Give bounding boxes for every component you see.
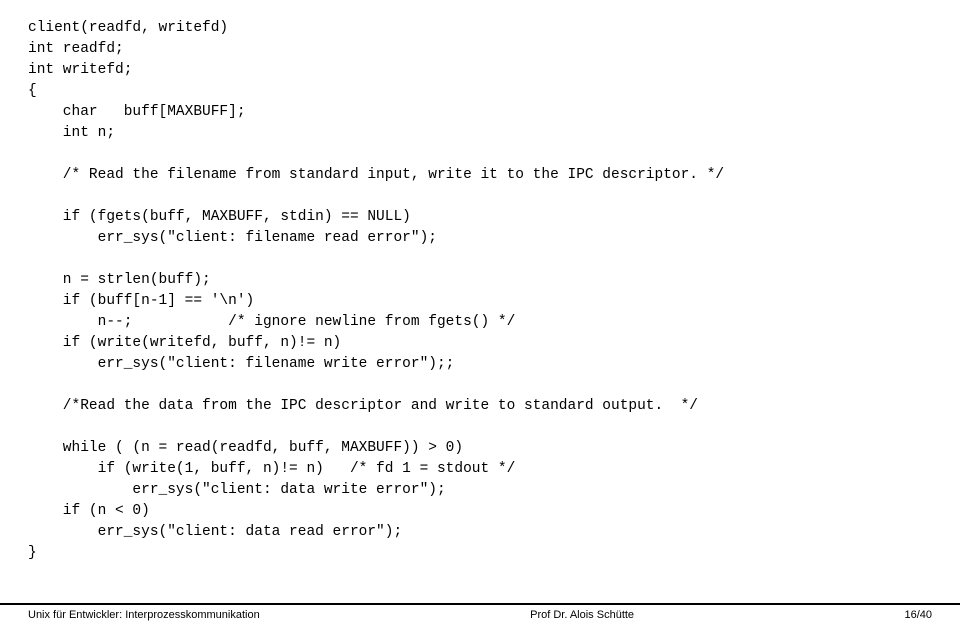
footer-center: Prof Dr. Alois Schütte — [530, 609, 634, 621]
code-block: client(readfd, writefd) int readfd; int … — [0, 0, 960, 564]
footer-right: 16/40 — [904, 609, 932, 621]
footer-left: Unix für Entwickler: Interprozesskommuni… — [28, 609, 260, 621]
page-footer: Unix für Entwickler: Interprozesskommuni… — [0, 603, 960, 621]
